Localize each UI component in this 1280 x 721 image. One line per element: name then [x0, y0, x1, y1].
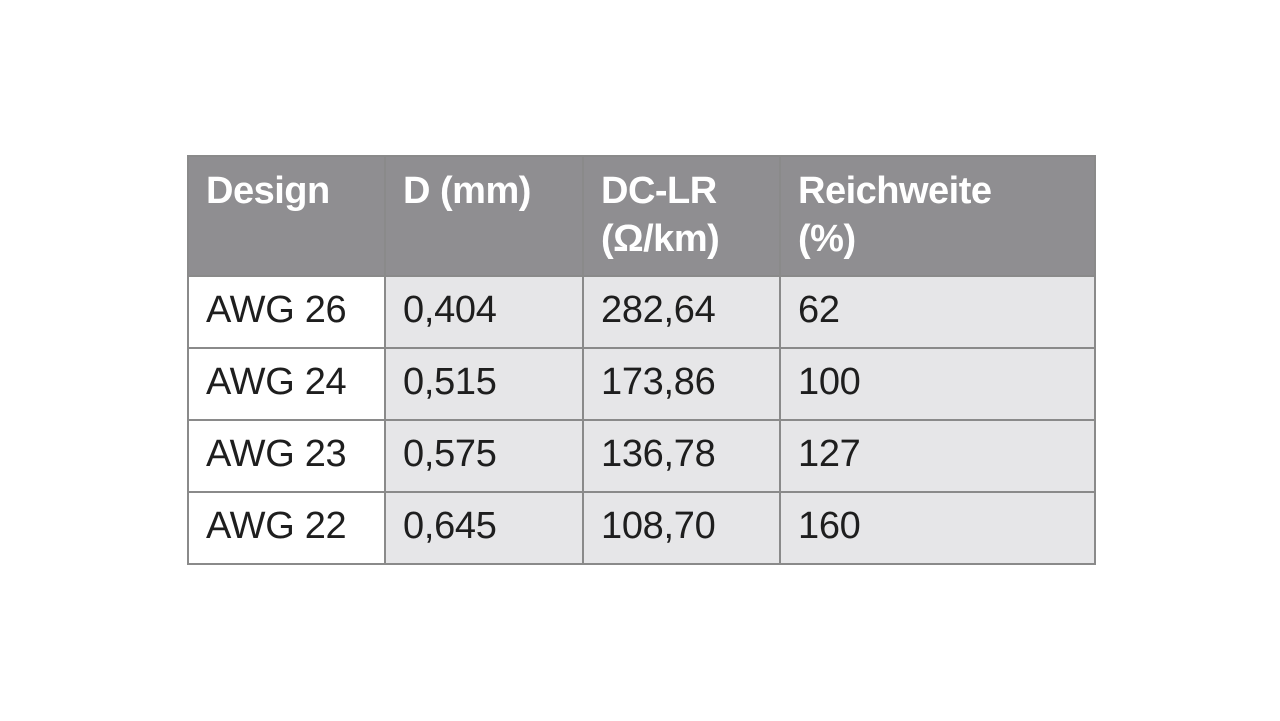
- cell-diameter: 0,515: [384, 347, 584, 421]
- table-body: AWG 26 0,404 282,64 62 AWG 24 0,515 173,…: [187, 275, 1096, 565]
- cell-range: 160: [779, 491, 1096, 565]
- cell-range: 100: [779, 347, 1096, 421]
- header-diameter-label: D (mm): [403, 170, 531, 212]
- header-dc-loop-resistance: DC-LR (Ω/km): [582, 155, 781, 277]
- cell-dc-loop-resistance: 108,70: [582, 491, 781, 565]
- cell-range: 127: [779, 419, 1096, 493]
- table-row: AWG 23 0,575 136,78 127: [187, 419, 1096, 493]
- table-header: Design D (mm) DC-LR (Ω/km) Reichweite (%…: [187, 155, 1096, 277]
- cell-range: 62: [779, 275, 1096, 349]
- cable-spec-table: Design D (mm) DC-LR (Ω/km) Reichweite (%…: [187, 155, 1096, 565]
- header-dc-loop-resistance-label: DC-LR: [601, 170, 717, 212]
- cell-design: AWG 22: [187, 491, 386, 565]
- cell-diameter: 0,645: [384, 491, 584, 565]
- table-row: AWG 26 0,404 282,64 62: [187, 275, 1096, 349]
- header-dc-loop-resistance-unit: (Ω/km): [601, 218, 720, 260]
- table-row: AWG 24 0,515 173,86 100: [187, 347, 1096, 421]
- header-range-label: Reichweite: [798, 170, 992, 212]
- cell-dc-loop-resistance: 282,64: [582, 275, 781, 349]
- header-design-label: Design: [206, 170, 330, 212]
- cell-design: AWG 24: [187, 347, 386, 421]
- cell-diameter: 0,404: [384, 275, 584, 349]
- header-design: Design: [187, 155, 386, 277]
- cell-dc-loop-resistance: 136,78: [582, 419, 781, 493]
- header-range-unit: (%): [798, 218, 856, 260]
- header-range: Reichweite (%): [779, 155, 1096, 277]
- cell-dc-loop-resistance: 173,86: [582, 347, 781, 421]
- cell-design: AWG 26: [187, 275, 386, 349]
- header-diameter: D (mm): [384, 155, 584, 277]
- cell-diameter: 0,575: [384, 419, 584, 493]
- cell-design: AWG 23: [187, 419, 386, 493]
- table-row: AWG 22 0,645 108,70 160: [187, 491, 1096, 565]
- header-row: Design D (mm) DC-LR (Ω/km) Reichweite (%…: [187, 155, 1096, 277]
